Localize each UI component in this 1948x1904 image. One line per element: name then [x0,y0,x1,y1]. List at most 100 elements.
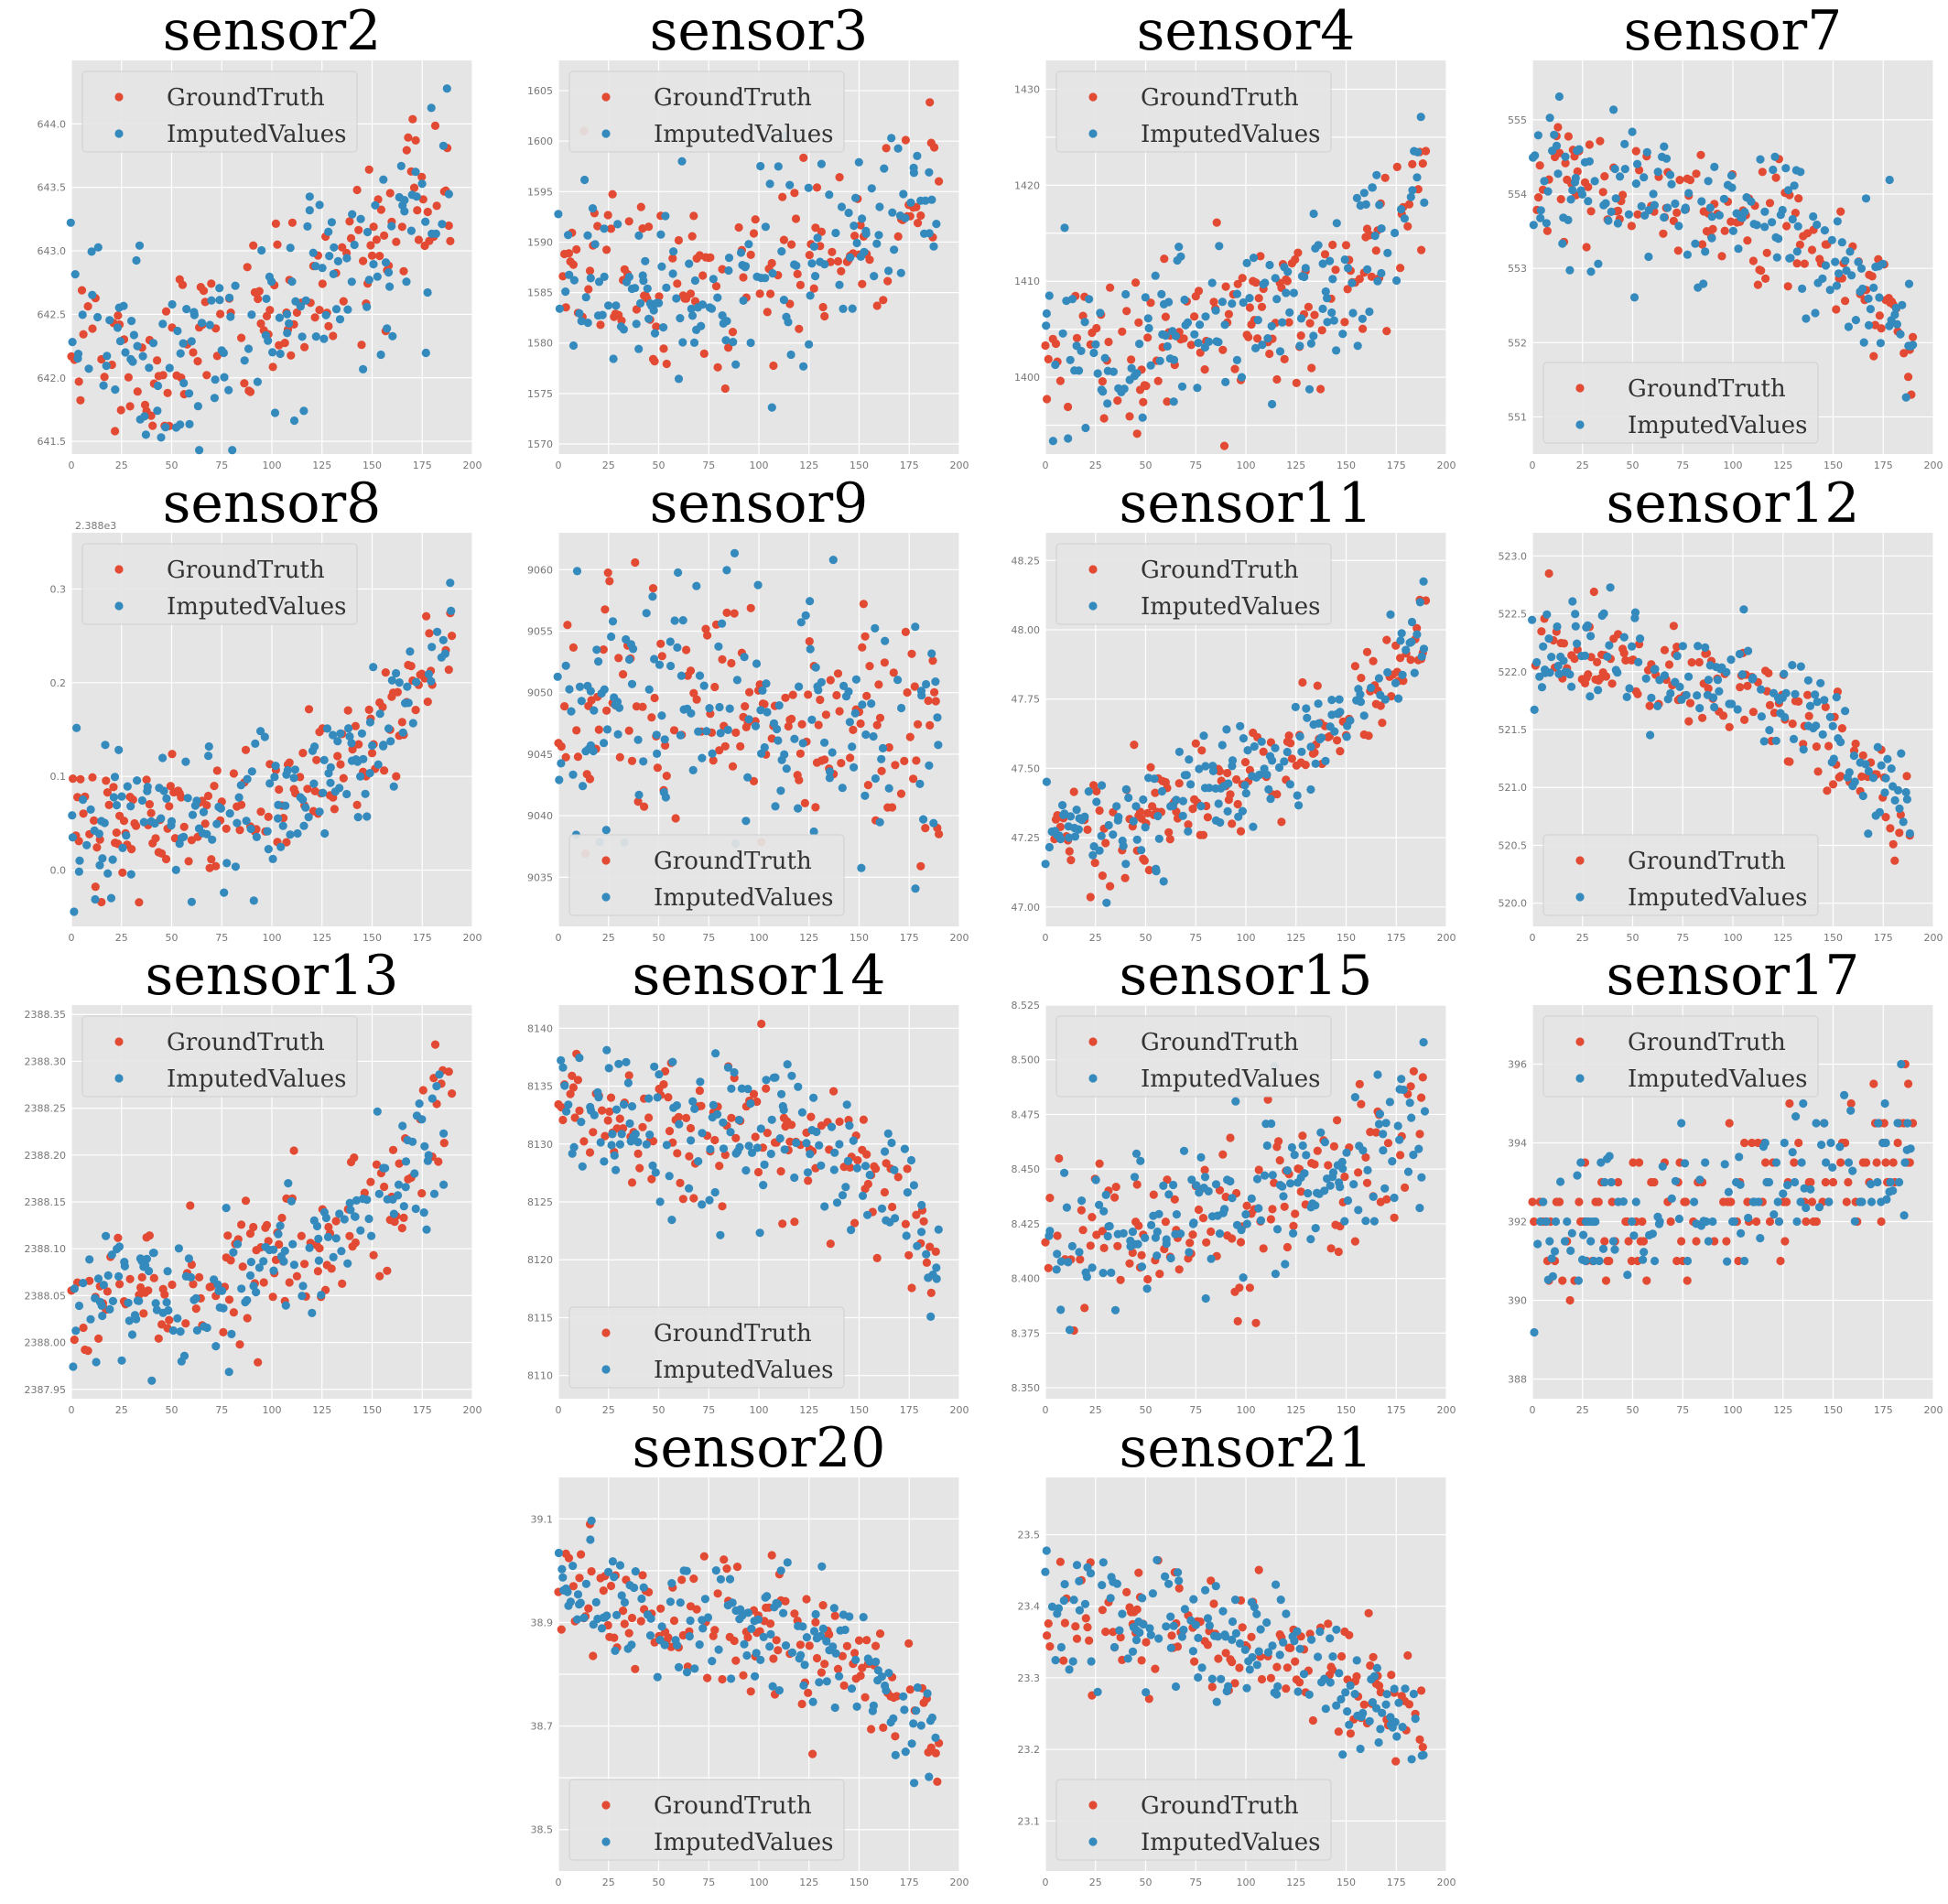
ground-truth-point [703,1673,712,1682]
imputed-value-point [244,344,254,353]
ground-truth-point [793,269,802,278]
imputed-value-point [1283,267,1293,276]
ground-truth-point [900,756,909,765]
imputed-value-point [1813,698,1822,707]
ground-truth-point [1802,1217,1811,1227]
imputed-value-point [1321,756,1330,765]
ground-truth-point [781,1596,790,1606]
imputed-value-point [1060,223,1069,233]
imputed-value-point [751,1671,760,1681]
ground-truth-point [1846,1098,1856,1109]
imputed-value-point [850,763,859,772]
imputed-value-point [371,200,380,210]
imputed-value-point [1786,254,1795,263]
ground-truth-point [1692,169,1701,178]
imputed-value-point [1667,1194,1676,1203]
ground-truth-point [1409,1066,1418,1076]
imputed-value-point [1129,817,1138,826]
ground-truth-point [1791,209,1800,218]
ground-truth-point [1233,279,1242,288]
ground-truth-point [1841,297,1850,306]
imputed-value-point [1201,762,1210,771]
imputed-value-point [1574,1276,1583,1285]
imputed-value-point [188,810,198,819]
ground-truth-point [158,371,168,380]
imputed-value-point [237,1284,246,1293]
ground-truth-point [417,172,427,181]
imputed-value-point [115,337,125,346]
ground-truth-point [682,645,691,654]
imputed-value-point [212,819,222,828]
imputed-value-point [1864,829,1873,838]
x-tick-label: 75 [702,460,715,471]
x-tick-label: 50 [1140,1877,1153,1888]
imputed-value-point [1848,1166,1857,1175]
imputed-value-point [1254,1204,1263,1213]
imputed-value-point [98,1311,107,1321]
ground-truth-point [720,1555,729,1564]
imputed-value-point [588,204,598,213]
imputed-value-point [881,1147,890,1156]
series-ground-truth [1050,595,1431,902]
imputed-value-point [335,315,345,324]
imputed-value-point [1237,1226,1246,1235]
imputed-value-point [1221,1632,1230,1641]
y-tick-label: 554 [1508,189,1527,200]
ground-truth-point [1570,654,1579,664]
ground-truth-point [1343,285,1352,294]
imputed-value-point [1634,657,1643,666]
ground-truth-point [444,221,453,231]
ground-truth-point [338,243,347,252]
imputed-value-point [1295,731,1304,741]
imputed-value-point [1729,1217,1739,1227]
imputed-value-point [1172,1210,1181,1219]
imputed-value-point [325,252,334,261]
ground-truth-point [357,341,366,350]
imputed-value-point [1781,164,1791,173]
imputed-value-point [1701,1158,1710,1167]
imputed-value-point [911,884,920,893]
imputed-value-point [1127,363,1136,373]
x-tick-label: 100 [750,1404,769,1416]
x-tick-label: 200 [463,460,482,471]
imputed-value-point [1565,265,1575,275]
ground-truth-point [1780,1237,1790,1246]
series-imputed-values [68,579,456,916]
ground-truth-point [1098,1227,1107,1236]
imputed-value-point [890,245,899,254]
imputed-value-point [838,1191,848,1200]
panel-sensor15: sensor15 0 25 50 75 100 125 150 175 200 8.350 8.375… [974,945,1461,1417]
imputed-value-point [1377,268,1386,278]
ground-truth-point [1113,396,1122,406]
imputed-value-point [1649,189,1658,199]
ground-truth-point [701,624,710,633]
imputed-value-point [1784,186,1793,195]
ground-truth-point [1390,1213,1399,1222]
imputed-value-point [815,1678,824,1687]
imputed-value-point [774,1686,784,1695]
ground-truth-point [584,285,593,294]
imputed-value-point [888,208,897,217]
ground-truth-point [1337,1651,1347,1661]
imputed-value-point [1369,1217,1379,1226]
ground-truth-point [1291,1209,1300,1218]
ground-truth-point [575,1574,584,1583]
imputed-value-point [202,829,211,838]
imputed-value-point [1262,770,1272,779]
ground-truth-point [1280,1202,1289,1211]
ground-truth-point [1666,1217,1675,1227]
ground-truth-point [1869,1079,1878,1088]
imputed-value-point [1247,1194,1256,1203]
imputed-value-point [1633,159,1642,168]
imputed-value-point [101,741,110,750]
imputed-value-point [1547,1254,1556,1263]
imputed-value-point [927,649,936,658]
imputed-value-point [234,793,244,802]
ground-truth-point [1080,1304,1089,1313]
imputed-value-point [1318,304,1327,313]
imputed-value-point [323,1232,333,1241]
imputed-value-point [667,1579,676,1588]
imputed-value-point [1409,1689,1418,1699]
